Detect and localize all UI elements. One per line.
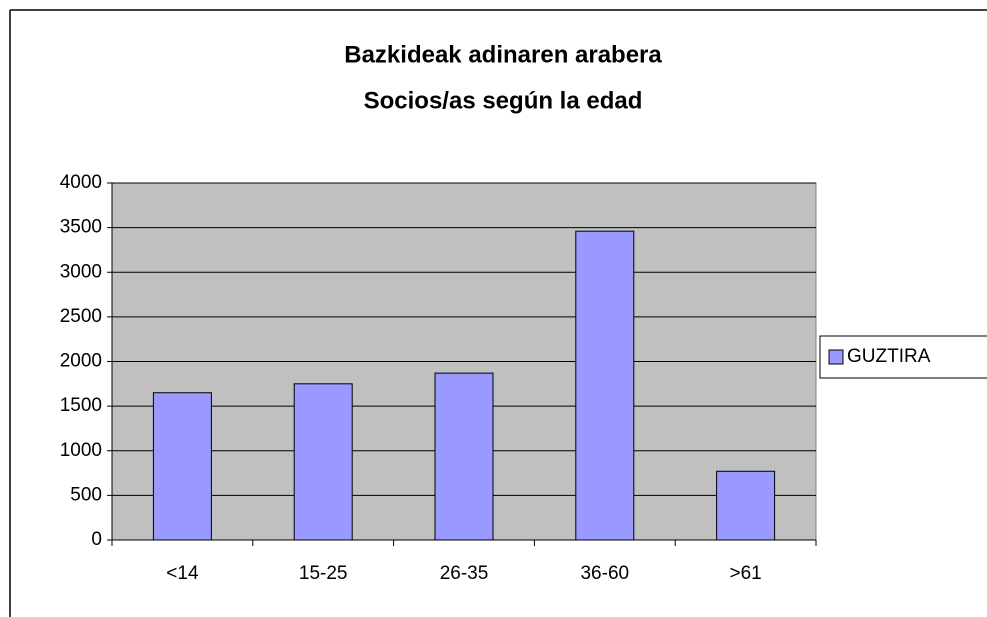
x-tick-label: 26-35 bbox=[440, 563, 489, 584]
y-tick-label: 3500 bbox=[60, 217, 102, 238]
chart-title: Bazkideak adinaren arabera bbox=[344, 41, 662, 68]
bar bbox=[716, 470, 776, 541]
bar bbox=[152, 392, 212, 541]
x-tick-label: 36-60 bbox=[580, 563, 629, 584]
chart-subtitle: Socios/as según la edad bbox=[364, 87, 643, 114]
y-tick-label: 4000 bbox=[60, 172, 102, 193]
y-tick-label: 2000 bbox=[60, 351, 102, 372]
y-tick-label: 1500 bbox=[60, 395, 102, 416]
x-tick-label: >61 bbox=[729, 563, 761, 584]
y-tick-label: 1000 bbox=[60, 440, 102, 461]
bar bbox=[293, 383, 353, 541]
y-tick-label: 2500 bbox=[60, 306, 102, 327]
y-tick-label: 0 bbox=[91, 529, 102, 550]
bar bbox=[575, 230, 635, 541]
y-tick-label: 500 bbox=[70, 484, 102, 505]
legend-label: GUZTIRA bbox=[847, 346, 931, 367]
legend-swatch bbox=[828, 349, 844, 365]
y-tick-label: 3000 bbox=[60, 261, 102, 282]
x-tick-label: 15-25 bbox=[299, 563, 348, 584]
x-tick-label: <14 bbox=[166, 563, 199, 584]
legend-box bbox=[819, 335, 987, 379]
bar bbox=[434, 372, 494, 541]
